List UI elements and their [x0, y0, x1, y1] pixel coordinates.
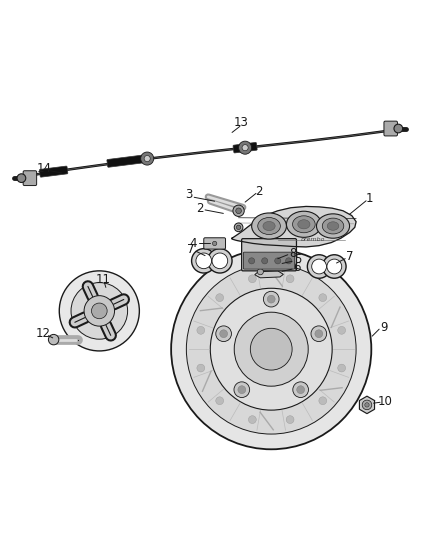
Circle shape: [84, 296, 115, 326]
Circle shape: [238, 386, 246, 393]
Text: 3: 3: [185, 188, 192, 201]
Text: 14: 14: [36, 161, 52, 175]
Circle shape: [257, 261, 263, 268]
Circle shape: [257, 269, 263, 275]
Circle shape: [239, 141, 252, 154]
Circle shape: [275, 258, 281, 264]
Circle shape: [144, 156, 150, 161]
Text: 13: 13: [233, 116, 248, 129]
Circle shape: [312, 259, 326, 274]
Circle shape: [319, 397, 327, 405]
Circle shape: [216, 294, 223, 302]
Circle shape: [365, 403, 369, 407]
FancyBboxPatch shape: [107, 155, 144, 167]
Circle shape: [220, 330, 228, 337]
FancyBboxPatch shape: [39, 166, 68, 177]
Circle shape: [216, 326, 231, 342]
Circle shape: [210, 288, 332, 410]
FancyBboxPatch shape: [384, 121, 397, 136]
Circle shape: [197, 364, 205, 372]
Circle shape: [338, 326, 346, 334]
Circle shape: [234, 312, 308, 386]
FancyBboxPatch shape: [233, 142, 257, 153]
Circle shape: [71, 282, 127, 339]
Polygon shape: [360, 396, 374, 414]
Circle shape: [237, 225, 241, 230]
Circle shape: [48, 334, 59, 345]
Circle shape: [196, 253, 212, 269]
Circle shape: [293, 382, 308, 398]
Circle shape: [212, 253, 228, 269]
FancyBboxPatch shape: [244, 252, 295, 269]
Circle shape: [236, 208, 241, 214]
Ellipse shape: [293, 216, 315, 233]
Circle shape: [212, 241, 217, 246]
Circle shape: [338, 364, 346, 372]
Polygon shape: [254, 271, 283, 278]
FancyBboxPatch shape: [242, 239, 297, 271]
Circle shape: [362, 400, 372, 410]
Polygon shape: [232, 206, 356, 247]
Text: 4: 4: [189, 237, 197, 250]
Text: 1: 1: [365, 192, 373, 205]
Circle shape: [263, 292, 279, 307]
Circle shape: [307, 255, 331, 278]
Circle shape: [216, 397, 223, 405]
Circle shape: [171, 249, 371, 449]
Circle shape: [248, 416, 256, 424]
Circle shape: [191, 249, 216, 273]
Ellipse shape: [298, 220, 310, 229]
Circle shape: [315, 330, 323, 337]
Text: brembo: brembo: [300, 237, 325, 243]
Text: 7: 7: [346, 250, 353, 263]
Circle shape: [208, 249, 232, 273]
Text: 7: 7: [187, 243, 195, 256]
Ellipse shape: [286, 211, 321, 237]
Circle shape: [233, 205, 244, 216]
Circle shape: [242, 144, 248, 151]
Text: 2: 2: [255, 185, 263, 198]
Circle shape: [267, 295, 275, 303]
Text: 5: 5: [293, 254, 301, 266]
Circle shape: [186, 264, 356, 434]
FancyBboxPatch shape: [204, 238, 226, 249]
Circle shape: [261, 258, 268, 264]
Ellipse shape: [258, 217, 280, 235]
Text: 12: 12: [35, 327, 51, 341]
Circle shape: [251, 328, 292, 370]
Circle shape: [286, 258, 292, 264]
Text: 9: 9: [381, 321, 388, 334]
FancyBboxPatch shape: [23, 171, 37, 185]
Circle shape: [286, 416, 294, 424]
Ellipse shape: [317, 214, 350, 238]
Polygon shape: [256, 263, 282, 270]
Circle shape: [297, 386, 304, 393]
Circle shape: [141, 152, 154, 165]
Circle shape: [286, 275, 294, 282]
Ellipse shape: [322, 218, 344, 234]
Circle shape: [327, 259, 342, 274]
Ellipse shape: [263, 221, 275, 231]
Circle shape: [92, 303, 107, 319]
Ellipse shape: [327, 222, 339, 230]
Circle shape: [234, 382, 250, 398]
Circle shape: [249, 258, 254, 264]
Circle shape: [322, 255, 346, 278]
Circle shape: [59, 271, 139, 351]
Circle shape: [394, 124, 403, 133]
Text: 2: 2: [196, 202, 203, 215]
Text: 6: 6: [293, 261, 301, 274]
Circle shape: [319, 294, 327, 302]
Ellipse shape: [252, 213, 286, 239]
Text: 11: 11: [95, 273, 110, 286]
Text: 8: 8: [290, 247, 297, 260]
Text: 10: 10: [378, 395, 393, 408]
Circle shape: [234, 223, 243, 232]
Circle shape: [248, 275, 256, 282]
Circle shape: [17, 174, 26, 182]
Circle shape: [311, 326, 327, 342]
Circle shape: [197, 326, 205, 334]
